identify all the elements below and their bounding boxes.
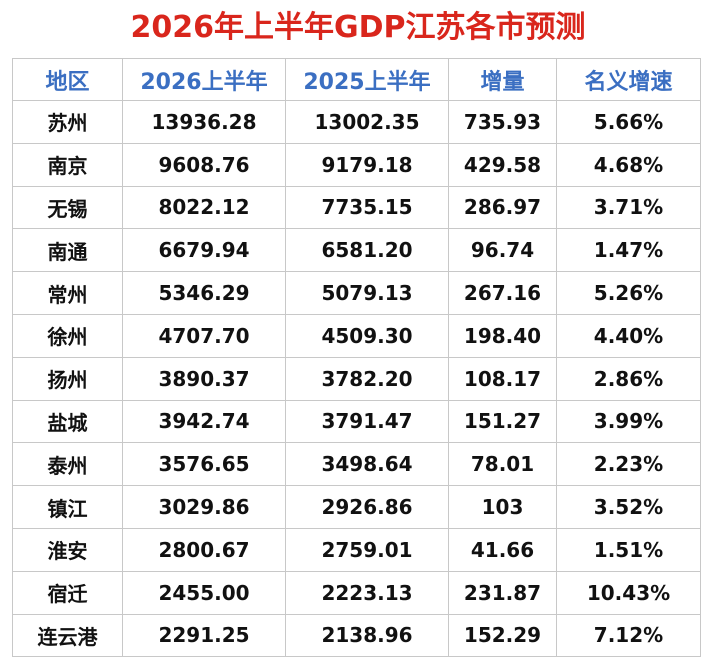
table-cell: 96.74 xyxy=(448,228,557,273)
table-cell: 78.01 xyxy=(448,442,557,487)
table-cell: 苏州 xyxy=(12,100,123,144)
column-header: 增量 xyxy=(448,58,557,101)
table-row: 徐州 4707.70 4509.30 198.40 4.40% xyxy=(12,313,701,358)
table-row: 淮安 2800.67 2759.01 41.66 1.51% xyxy=(12,527,701,572)
table-cell: 盐城 xyxy=(12,399,123,444)
table-cell: 5079.13 xyxy=(285,271,449,315)
table-cell: 13002.35 xyxy=(285,100,449,144)
table-cell: 泰州 xyxy=(12,442,123,487)
column-header: 2025上半年 xyxy=(285,58,449,101)
table-row: 苏州 13936.28 13002.35 735.93 5.66% xyxy=(12,100,701,144)
table-cell: 4.68% xyxy=(556,142,701,187)
table-row: 泰州 3576.65 3498.64 78.01 2.23% xyxy=(12,442,701,487)
table-cell: 6679.94 xyxy=(122,228,286,273)
table-row: 南京 9608.76 9179.18 429.58 4.68% xyxy=(12,142,701,187)
table-cell: 3890.37 xyxy=(122,356,286,401)
table-cell: 常州 xyxy=(12,271,123,315)
table-row: 常州 5346.29 5079.13 267.16 5.26% xyxy=(12,271,701,315)
table-cell: 南通 xyxy=(12,228,123,273)
table-cell: 2138.96 xyxy=(285,613,449,658)
gdp-table: 地区 2026上半年 2025上半年 增量 名义增速 苏州 13936.28 13002.3… xyxy=(12,58,701,658)
table-cell: 2455.00 xyxy=(122,570,286,615)
table-cell: 9608.76 xyxy=(122,142,286,187)
table-cell: 扬州 xyxy=(12,356,123,401)
table-cell: 3576.65 xyxy=(122,442,286,487)
table-cell: 2800.67 xyxy=(122,527,286,572)
table-cell: 4.40% xyxy=(556,313,701,358)
table-row: 镇江 3029.86 2926.86 103 3.52% xyxy=(12,485,701,529)
table-cell: 108.17 xyxy=(448,356,557,401)
table-row: 宿迁 2455.00 2223.13 231.87 10.43% xyxy=(12,570,701,615)
table-cell: 1.47% xyxy=(556,228,701,273)
table-cell: 3498.64 xyxy=(285,442,449,487)
column-header: 名义增速 xyxy=(556,58,701,101)
table-cell: 3782.20 xyxy=(285,356,449,401)
table-cell: 41.66 xyxy=(448,527,557,572)
table-cell: 3791.47 xyxy=(285,399,449,444)
table-cell: 13936.28 xyxy=(122,100,286,144)
table-cell: 2.23% xyxy=(556,442,701,487)
table-cell: 286.97 xyxy=(448,185,557,230)
table-cell: 5.26% xyxy=(556,271,701,315)
table-cell: 429.58 xyxy=(448,142,557,187)
table-cell: 3029.86 xyxy=(122,485,286,529)
table-cell: 南京 xyxy=(12,142,123,187)
table-cell: 231.87 xyxy=(448,570,557,615)
table-cell: 267.16 xyxy=(448,271,557,315)
table-cell: 宿迁 xyxy=(12,570,123,615)
header-row: 地区 2026上半年 2025上半年 增量 名义增速 xyxy=(12,58,701,101)
table-cell: 淮安 xyxy=(12,527,123,572)
table-cell: 连云港 xyxy=(12,613,123,658)
table-cell: 9179.18 xyxy=(285,142,449,187)
table-cell: 5346.29 xyxy=(122,271,286,315)
table-row: 连云港 2291.25 2138.96 152.29 7.12% xyxy=(12,613,701,658)
table-row: 南通 6679.94 6581.20 96.74 1.47% xyxy=(12,228,701,273)
table-cell: 3.99% xyxy=(556,399,701,444)
table-cell: 8022.12 xyxy=(122,185,286,230)
table-cell: 3.52% xyxy=(556,485,701,529)
table-cell: 103 xyxy=(448,485,557,529)
table-cell: 4509.30 xyxy=(285,313,449,358)
table-cell: 6581.20 xyxy=(285,228,449,273)
table-cell: 3942.74 xyxy=(122,399,286,444)
table-cell: 2.86% xyxy=(556,356,701,401)
table-row: 无锡 8022.12 7735.15 286.97 3.71% xyxy=(12,185,701,230)
table-cell: 7.12% xyxy=(556,613,701,658)
table-cell: 2759.01 xyxy=(285,527,449,572)
table-cell: 198.40 xyxy=(448,313,557,358)
table-row: 扬州 3890.37 3782.20 108.17 2.86% xyxy=(12,356,701,401)
table-cell: 151.27 xyxy=(448,399,557,444)
table-body: 苏州 13936.28 13002.35 735.93 5.66% 南京 9608.76 91… xyxy=(12,100,701,658)
table-cell: 10.43% xyxy=(556,570,701,615)
table-cell: 2926.86 xyxy=(285,485,449,529)
table-cell: 5.66% xyxy=(556,100,701,144)
table-cell: 152.29 xyxy=(448,613,557,658)
table-cell: 735.93 xyxy=(448,100,557,144)
title: 2026年上半年GDP江苏各市预测 xyxy=(130,10,586,45)
table-cell: 2291.25 xyxy=(122,613,286,658)
table-cell: 2223.13 xyxy=(285,570,449,615)
table-row: 盐城 3942.74 3791.47 151.27 3.99% xyxy=(12,399,701,444)
column-header: 地区 xyxy=(12,58,123,101)
table-cell: 镇江 xyxy=(12,485,123,529)
table-cell: 徐州 xyxy=(12,313,123,358)
table-cell: 7735.15 xyxy=(285,185,449,230)
column-header: 2026上半年 xyxy=(122,58,286,101)
table-cell: 无锡 xyxy=(12,185,123,230)
table-cell: 1.51% xyxy=(556,527,701,572)
table-cell: 3.71% xyxy=(556,185,701,230)
table-cell: 4707.70 xyxy=(122,313,286,358)
